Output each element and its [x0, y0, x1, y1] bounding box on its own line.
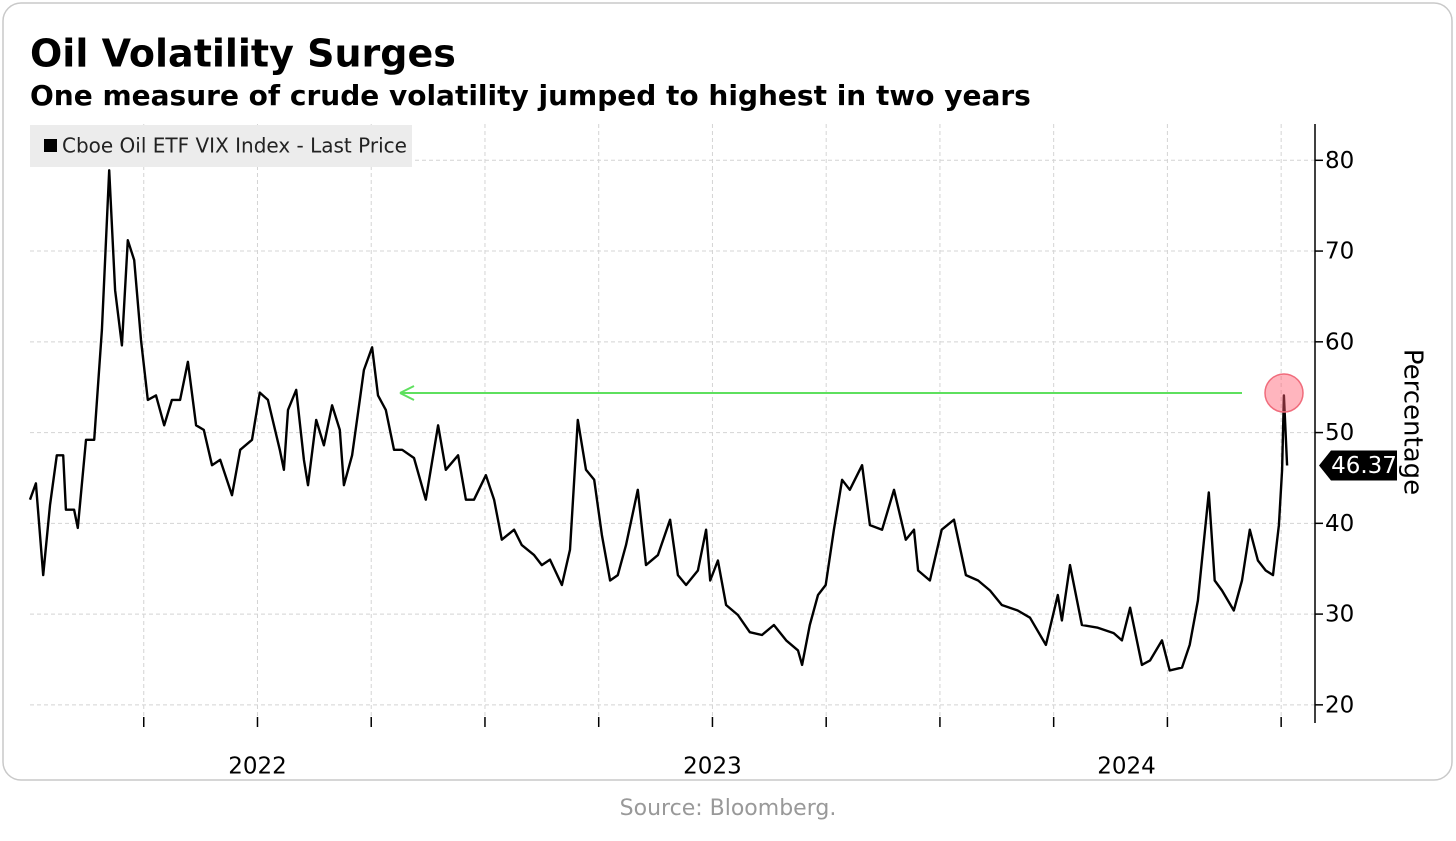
y-tick-label: 30	[1325, 602, 1354, 628]
last-value-tag	[1319, 450, 1397, 481]
source: Source: Bloomberg.	[620, 796, 837, 821]
series-line	[28, 169, 1289, 672]
plot: 46.37	[28, 169, 1397, 672]
y-tick-label: 40	[1325, 511, 1354, 537]
grid: 20 30 40 50 60 70 80 2022 2023 2024	[30, 124, 1354, 780]
legend-box	[30, 125, 412, 167]
y-tick-label: 20	[1325, 692, 1354, 718]
legend-label: Cboe Oil ETF VIX Index - Last Price	[62, 134, 407, 158]
y-tick-label: 70	[1325, 239, 1354, 265]
x-tick-label: 2022	[228, 754, 287, 780]
legend: Cboe Oil ETF VIX Index - Last Price	[30, 125, 412, 167]
y-tick-label: 60	[1325, 329, 1354, 355]
last-value-label: 46.37	[1331, 453, 1397, 479]
x-tick-label: 2023	[683, 754, 742, 780]
legend-swatch	[44, 139, 57, 152]
chart-subtitle: One measure of crude volatility jumped t…	[30, 79, 1031, 112]
chart-title: Oil Volatility Surges	[30, 32, 456, 76]
y-tick-label: 50	[1325, 420, 1354, 446]
annotation-arrowhead	[399, 385, 415, 401]
chart-frame	[2, 2, 1453, 781]
y-axis-label: Percentage	[1398, 349, 1428, 495]
annotation-circle	[1264, 373, 1304, 413]
y-tick-label: 80	[1325, 148, 1354, 174]
x-tick-label: 2024	[1097, 754, 1156, 780]
